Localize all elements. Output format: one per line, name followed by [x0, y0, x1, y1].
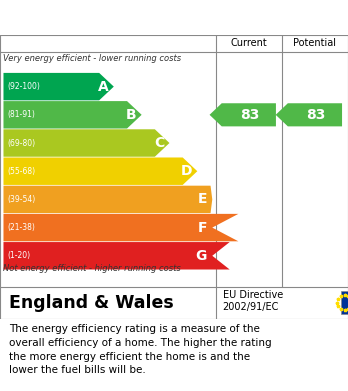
Polygon shape [3, 214, 238, 241]
Text: EU Directive
2002/91/EC: EU Directive 2002/91/EC [223, 290, 283, 312]
Text: F: F [198, 221, 207, 235]
Polygon shape [3, 73, 114, 100]
Polygon shape [3, 129, 169, 157]
Text: (92-100): (92-100) [8, 82, 40, 91]
Text: 83: 83 [240, 108, 260, 122]
Text: Very energy efficient - lower running costs: Very energy efficient - lower running co… [3, 54, 182, 63]
Text: G: G [196, 249, 207, 263]
Text: 83: 83 [307, 108, 326, 122]
Text: (21-38): (21-38) [8, 223, 35, 232]
Text: (55-68): (55-68) [8, 167, 36, 176]
Polygon shape [3, 186, 212, 213]
Polygon shape [276, 103, 342, 126]
Text: (1-20): (1-20) [8, 251, 31, 260]
Text: The energy efficiency rating is a measure of the
overall efficiency of a home. T: The energy efficiency rating is a measur… [9, 325, 271, 375]
Text: (81-91): (81-91) [8, 110, 35, 119]
Text: B: B [126, 108, 136, 122]
Polygon shape [3, 101, 142, 129]
Text: Energy Efficiency Rating: Energy Efficiency Rating [9, 10, 230, 25]
Text: C: C [154, 136, 164, 150]
Polygon shape [3, 242, 230, 269]
Text: (39-54): (39-54) [8, 195, 36, 204]
Text: E: E [198, 192, 207, 206]
Text: A: A [98, 80, 109, 93]
Text: Potential: Potential [293, 38, 337, 48]
Text: England & Wales: England & Wales [9, 294, 173, 312]
Polygon shape [3, 158, 197, 185]
Text: Current: Current [230, 38, 267, 48]
Text: (69-80): (69-80) [8, 138, 36, 147]
Polygon shape [209, 103, 276, 126]
Text: D: D [181, 164, 192, 178]
FancyBboxPatch shape [341, 291, 348, 314]
Text: Not energy efficient - higher running costs: Not energy efficient - higher running co… [3, 264, 181, 273]
